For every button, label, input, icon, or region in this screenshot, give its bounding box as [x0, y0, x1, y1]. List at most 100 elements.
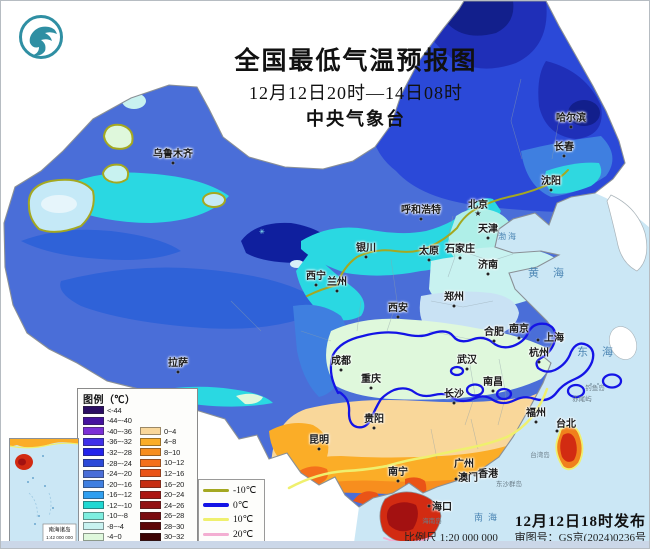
legend-range-label: 4~8 — [164, 437, 177, 447]
taiwan-island — [555, 424, 584, 471]
legend-range-label: -20~-16 — [107, 479, 132, 489]
contour-line-label: 10℃ — [233, 515, 254, 526]
inset-title: 南海诸岛 — [48, 526, 71, 534]
legend-swatch — [83, 522, 104, 531]
legend-range-label: 8~10 — [164, 447, 181, 457]
island-label: 赤尾屿 — [572, 395, 592, 403]
contour-line-label: 20℃ — [233, 530, 254, 541]
contour-legend-row: 10℃ — [203, 514, 260, 525]
legend-range-label: -8~-4 — [107, 521, 124, 531]
city-marker — [569, 125, 573, 129]
page-title: 全国最低气温预报图 — [234, 47, 478, 75]
city-marker — [452, 304, 456, 308]
sea-label: 南海 — [473, 512, 503, 523]
city-label: 南宁 — [388, 467, 408, 478]
city-label: 成都 — [331, 356, 351, 367]
legend-range-label: -32~-28 — [107, 447, 132, 457]
legend-left-row: -16~-12 — [83, 489, 132, 500]
legend-swatch — [140, 437, 161, 446]
city-label: 济南 — [478, 260, 498, 271]
legend-right-row: 30~32 — [140, 531, 184, 542]
legend-left-row: -4~0 — [83, 532, 132, 543]
contour-line-sample — [203, 518, 229, 522]
city-label: 武汉 — [457, 355, 477, 366]
inset-scale: 1:42 000 000 — [46, 535, 73, 540]
city-marker — [171, 161, 175, 165]
legend-range-label: 20~24 — [164, 490, 185, 500]
island-label: 钓鱼岛 — [585, 384, 605, 392]
legend-range-label: 26~28 — [164, 511, 185, 521]
frame-bottom-strip — [1, 541, 649, 548]
legend-swatch — [83, 406, 104, 415]
city-label: 长春 — [554, 142, 574, 153]
city-marker — [317, 447, 321, 451]
legend-range-label: -44~-40 — [107, 416, 132, 426]
city-label: 西安 — [388, 303, 408, 314]
south-china-sea-inset: 南海诸岛 1:42 000 000 — [9, 438, 79, 544]
legend-range-label: 30~32 — [164, 532, 185, 542]
contour-minus10 — [27, 123, 569, 297]
city-marker — [534, 420, 538, 424]
city-label: 沈阳 — [541, 176, 561, 187]
legend-swatch — [83, 532, 104, 541]
cma-logo-swirl — [29, 26, 57, 56]
city-label: 上海 — [544, 333, 564, 344]
city-marker — [492, 339, 496, 343]
city-label: 福州 — [526, 408, 546, 419]
island-label: 台湾岛 — [530, 451, 550, 459]
legend-left-row: -12~-10 — [83, 500, 132, 511]
legend-range-label: 28~30 — [164, 521, 185, 531]
island-label: 东沙群岛 — [496, 480, 522, 488]
contour-legend-row: 0℃ — [203, 500, 260, 511]
legend-range-label: <-44 — [107, 405, 122, 415]
legend-swatch — [83, 416, 104, 425]
legend-swatch — [83, 480, 104, 489]
city-marker — [369, 386, 373, 390]
legend-range-label: -10~-8 — [107, 511, 128, 521]
city-marker — [473, 473, 477, 477]
legend-range-label: 0~4 — [164, 426, 177, 436]
city-label: 石家庄 — [445, 244, 475, 255]
legend-swatch — [83, 469, 104, 478]
city-label: 合肥 — [484, 327, 504, 338]
island-label: 海南岛 — [422, 517, 442, 525]
legend-swatch — [140, 501, 161, 510]
legend-left-row: -8~-4 — [83, 521, 132, 532]
contour-line-sample — [203, 488, 229, 492]
legend-swatch — [140, 469, 161, 478]
legend-swatch — [83, 490, 104, 499]
legend-range-label: -16~-12 — [107, 490, 132, 500]
legend-right-row: 28~30 — [140, 521, 184, 532]
contour-10 — [287, 387, 549, 490]
legend-right-row: 16~20 — [140, 479, 184, 490]
city-label: 澳门 — [458, 473, 478, 484]
city-marker — [427, 504, 431, 508]
legend-left-row: <-44 — [83, 405, 132, 416]
legend-right-column: 0~4 4~8 8~10 10~12 12~16 16~20 20~24 24~26 26~28… — [140, 426, 184, 542]
legend-left-row: -44~-40 — [83, 416, 132, 427]
city-marker — [452, 401, 456, 405]
contour-legend-row: 20℃ — [203, 529, 260, 540]
legend-swatch — [83, 511, 104, 520]
city-label: 太原 — [419, 246, 439, 257]
city-marker — [537, 360, 541, 364]
city-marker — [458, 256, 462, 260]
contour-line-sample — [203, 502, 229, 508]
legend-left-row: -20~-16 — [83, 479, 132, 490]
city-label: 昆明 — [309, 435, 329, 446]
city-marker — [486, 236, 490, 240]
capital-marker: ★ — [474, 209, 482, 218]
legend-range-label: -40~-36 — [107, 426, 132, 436]
temperature-legend: 图例（℃） <-44 -44~-40 -40~-36 -36~-32 -32~-28 -2… — [77, 388, 198, 544]
city-label: 香港 — [478, 469, 498, 480]
legend-left-column: <-44 -44~-40 -40~-36 -36~-32 -32~-28 -28~-24-… — [83, 405, 132, 542]
city-marker — [454, 477, 458, 481]
city-label: 乌鲁木齐 — [153, 149, 193, 160]
legend-swatch — [83, 459, 104, 467]
legend-title: 图例（℃） — [83, 395, 136, 406]
legend-right-row: 24~26 — [140, 500, 184, 511]
legend-right-row: 26~28 — [140, 510, 184, 521]
legend-range-label: 12~16 — [164, 468, 185, 478]
